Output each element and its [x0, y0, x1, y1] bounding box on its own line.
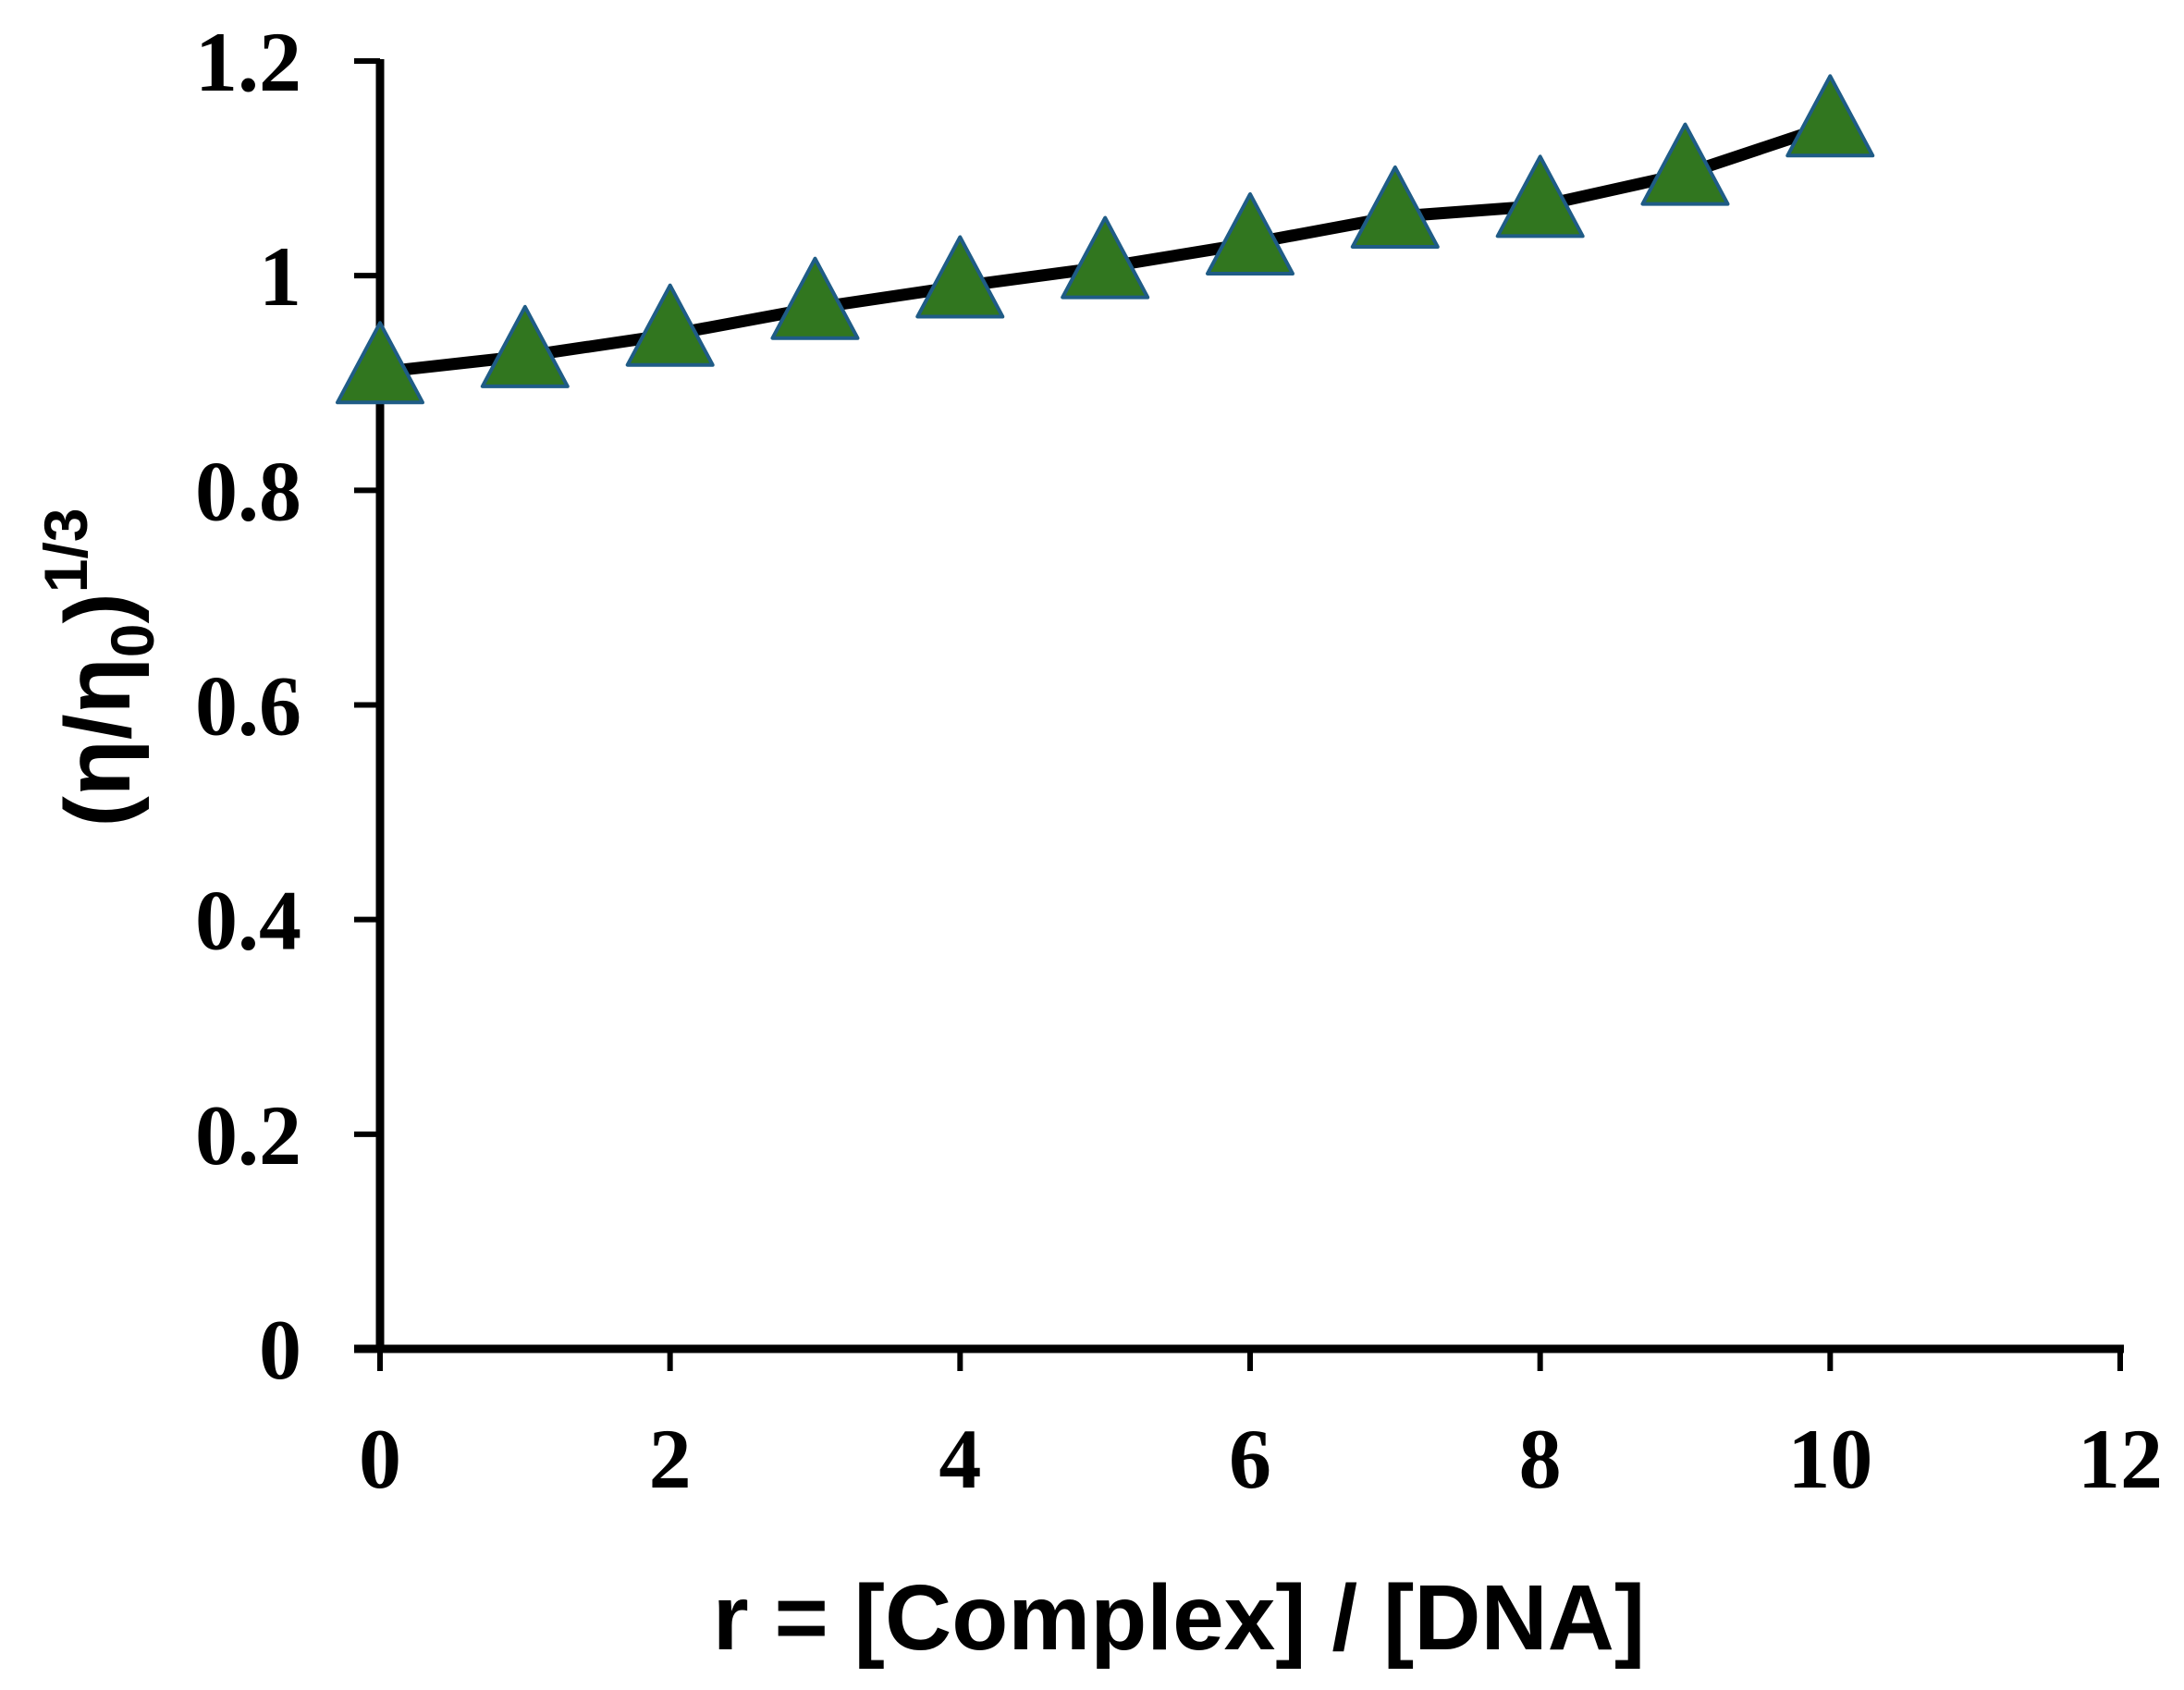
y-tick-label: 0: [259, 1303, 301, 1397]
y-axis-ticks: 0 0.2 0.4 0.6 0.8 1 1.2: [195, 15, 380, 1397]
y-axis-title-superscript: 1/3: [31, 508, 100, 593]
y-tick-label: 1.2: [195, 15, 301, 109]
data-point-marker: [915, 235, 1005, 319]
data-point-marker: [480, 304, 570, 388]
x-tick-label: 0: [359, 1412, 401, 1506]
y-tick-label: 1: [259, 229, 301, 324]
x-tick-label: 4: [939, 1412, 981, 1506]
x-axis-title: r = [Complex] / [DNA]: [713, 1566, 1645, 1670]
y-axis-title-close: ): [46, 593, 150, 623]
x-tick-label: 10: [1787, 1412, 1872, 1506]
data-point-marker: [1640, 122, 1730, 206]
y-axis-title: (η/η0)1/3: [31, 508, 166, 827]
y-axis-title-base: (η/η: [46, 657, 150, 827]
data-point-marker: [1495, 154, 1585, 239]
x-tick-label: 2: [649, 1412, 692, 1506]
series-markers: [336, 74, 1875, 405]
data-point-marker: [336, 321, 424, 405]
data-point-marker: [1350, 165, 1440, 249]
y-tick-label: 0.8: [195, 444, 301, 538]
data-point-marker: [1206, 192, 1294, 276]
data-point-marker: [1785, 74, 1875, 158]
data-point-marker: [770, 256, 860, 340]
data-point-marker: [625, 283, 715, 367]
x-tick-label: 6: [1229, 1412, 1271, 1506]
y-tick-label: 0.6: [195, 659, 301, 753]
x-tick-label: 8: [1519, 1412, 1562, 1506]
y-tick-label: 0.4: [195, 874, 301, 968]
y-axis-title-subscript: 0: [98, 624, 166, 658]
y-tick-label: 0.2: [195, 1088, 301, 1182]
x-axis-ticks: 0 2 4 6 8 10 12: [359, 1349, 2163, 1506]
data-point-marker: [1061, 215, 1150, 300]
x-tick-label: 12: [2078, 1412, 2163, 1506]
